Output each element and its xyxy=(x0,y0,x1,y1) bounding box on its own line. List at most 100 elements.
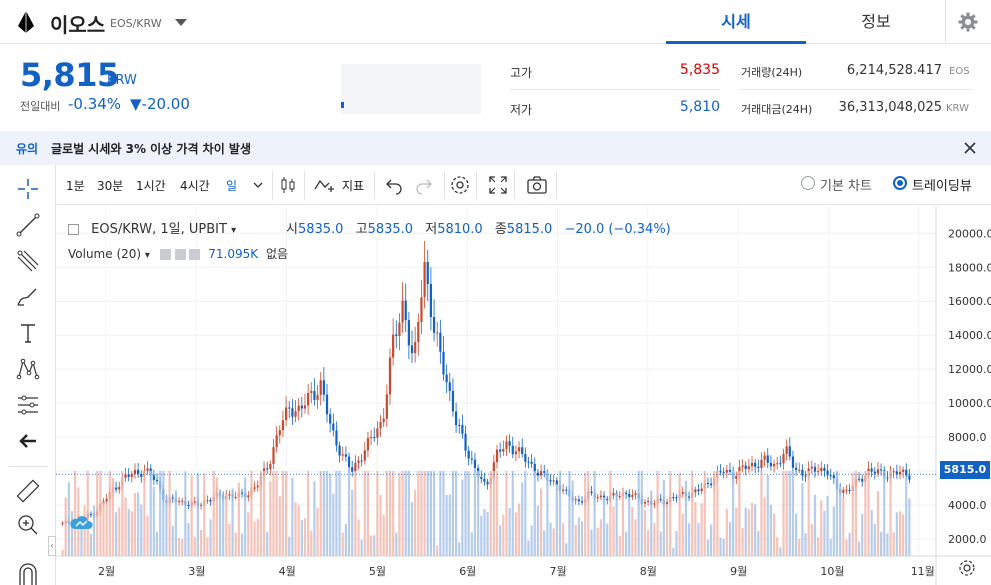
candle-body xyxy=(253,487,256,489)
candle-body xyxy=(757,466,760,468)
volume-bar xyxy=(687,523,691,556)
candle-body xyxy=(536,472,540,476)
candle-body xyxy=(530,461,533,464)
interval-30m[interactable]: 30분 xyxy=(97,179,124,193)
volume-bar xyxy=(445,494,448,556)
volume-bar xyxy=(908,498,911,556)
volume-bar xyxy=(143,471,146,556)
candle-body xyxy=(288,407,291,409)
symbol-label[interactable]: EOS/KRW, 1일, UPBIT xyxy=(91,222,227,237)
fib-retracement-icon[interactable] xyxy=(14,391,42,419)
candle-body xyxy=(826,470,829,476)
volume-bar xyxy=(480,515,483,556)
eye-icon[interactable] xyxy=(159,249,171,260)
text-tool-icon[interactable] xyxy=(14,319,42,347)
indicator-icon[interactable] xyxy=(312,173,336,197)
candle-body xyxy=(618,496,621,498)
gear-icon[interactable] xyxy=(958,12,978,32)
settings-icon[interactable] xyxy=(448,173,472,197)
x-tick-label: 9월 xyxy=(730,565,747,578)
volume-bar xyxy=(190,475,193,556)
volume-bar xyxy=(319,471,322,556)
candle-body xyxy=(118,486,121,490)
candle-body xyxy=(291,408,294,417)
candle-body xyxy=(470,458,473,460)
candle-body xyxy=(310,390,313,394)
gear-icon[interactable] xyxy=(174,249,186,260)
volume-bar xyxy=(392,471,395,556)
brush-icon[interactable] xyxy=(14,283,42,311)
volume-bar xyxy=(159,471,162,556)
magnet-icon[interactable] xyxy=(14,558,42,585)
chevron-down-icon[interactable] xyxy=(246,173,270,197)
candle-body xyxy=(539,471,543,476)
crosshair-icon[interactable] xyxy=(14,175,42,203)
candle-body xyxy=(565,489,568,491)
tab-info[interactable]: 정보 xyxy=(861,12,891,31)
volume-bar xyxy=(895,512,898,556)
interval-4h[interactable]: 4시간 xyxy=(180,179,210,193)
candle-body xyxy=(89,514,93,516)
collapse-icon[interactable] xyxy=(68,224,79,235)
redo-icon[interactable] xyxy=(412,173,436,197)
tradingview-radio[interactable] xyxy=(893,176,907,190)
candle-body xyxy=(870,468,873,472)
fullscreen-icon[interactable] xyxy=(486,173,510,197)
volume-bar xyxy=(373,535,376,556)
close-icon[interactable] xyxy=(189,249,201,260)
volume-bar xyxy=(577,517,580,556)
scroll-left-button[interactable]: ‹ xyxy=(48,536,56,556)
x-tick-label: 4월 xyxy=(279,565,296,578)
volume-bar xyxy=(74,471,77,556)
volume-bar xyxy=(404,471,407,556)
volume-bar xyxy=(562,523,565,556)
volume-bar xyxy=(121,471,124,556)
volume-bar xyxy=(184,471,187,556)
candle-body xyxy=(171,497,174,499)
tradingview-label[interactable]: 트레이딩뷰 xyxy=(912,179,972,194)
candle-body xyxy=(511,445,514,455)
indicator-button[interactable]: 지표 xyxy=(342,179,365,193)
volume-bar xyxy=(379,494,382,556)
settings-icon[interactable] xyxy=(957,558,977,578)
arrow-left-icon[interactable] xyxy=(14,427,42,455)
interval-1m[interactable]: 1분 xyxy=(66,179,85,193)
chevron-down-icon[interactable]: ▾ xyxy=(231,225,237,236)
x-tick-label: 7월 xyxy=(550,565,567,578)
trend-line-icon[interactable] xyxy=(14,211,42,239)
basic-chart-label[interactable]: 기본 차트 xyxy=(820,179,872,194)
chevron-down-icon[interactable] xyxy=(175,19,187,26)
candle-body xyxy=(892,471,895,473)
pitchfork-icon[interactable] xyxy=(14,247,42,275)
divider xyxy=(444,171,445,199)
candle-body xyxy=(817,471,820,473)
tab-quote[interactable]: 시세 xyxy=(666,0,806,44)
pattern-icon[interactable] xyxy=(14,355,42,383)
interval-1h[interactable]: 1시간 xyxy=(136,179,166,193)
coin-pair[interactable]: EOS/KRW xyxy=(110,17,162,30)
zoom-in-icon[interactable] xyxy=(14,511,42,539)
candle-body xyxy=(706,482,710,484)
camera-icon[interactable] xyxy=(525,173,549,197)
undo-icon[interactable] xyxy=(382,173,406,197)
candle-body xyxy=(499,449,502,452)
ruler-icon[interactable] xyxy=(14,477,42,505)
volume-bar xyxy=(181,538,184,556)
volume-bar xyxy=(650,490,653,556)
volume-bar xyxy=(247,512,250,556)
volume-bar xyxy=(637,471,640,556)
candle-body xyxy=(199,504,203,506)
candle-body xyxy=(420,297,423,322)
close-icon[interactable] xyxy=(962,140,978,156)
basic-chart-radio[interactable] xyxy=(801,176,815,190)
coin-name[interactable]: 이오스 xyxy=(50,13,106,37)
volume-indicator-label[interactable]: Volume (20) xyxy=(68,247,142,261)
candle-body xyxy=(514,451,518,455)
chevron-down-icon[interactable]: ▾ xyxy=(144,250,150,261)
volume-bar xyxy=(706,539,710,556)
volume-bar xyxy=(511,471,514,556)
interval-1d[interactable]: 일 xyxy=(226,179,238,193)
price-chart[interactable]: 20000.0 18000.0 16000.0 14000.0 12000.0 10000… xyxy=(56,206,991,585)
volume-bar xyxy=(499,525,502,556)
candlestick-icon[interactable] xyxy=(276,173,300,197)
